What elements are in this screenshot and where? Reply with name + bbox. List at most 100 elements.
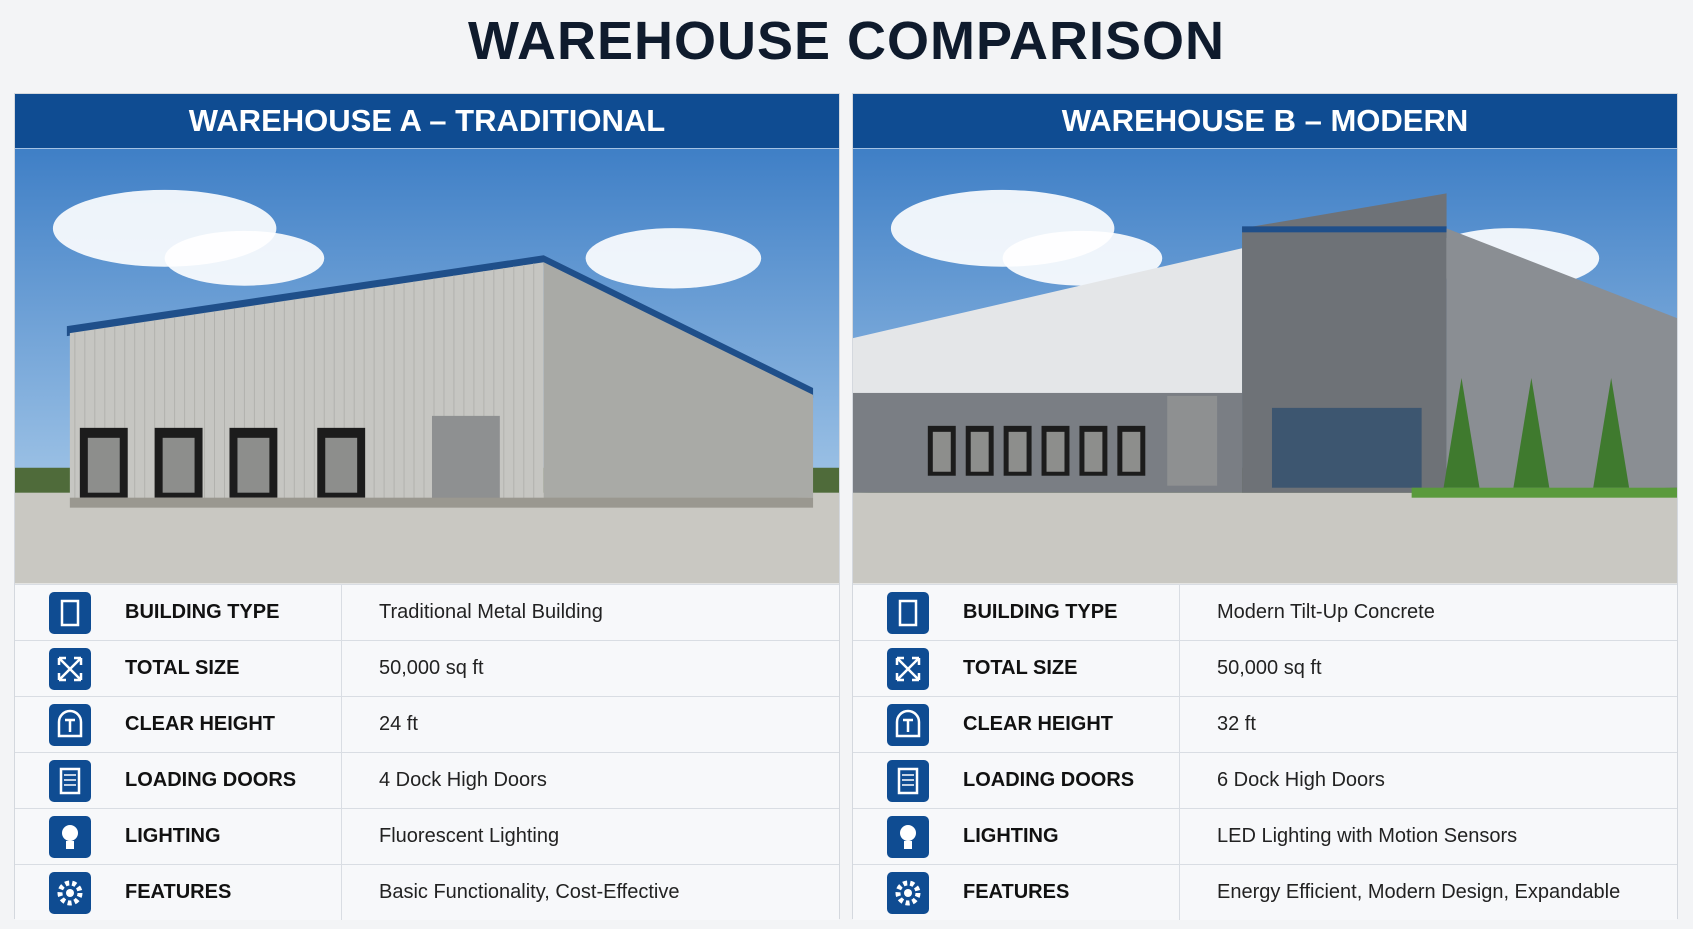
spec-label: BUILDING TYPE — [125, 601, 280, 623]
spec-icon — [49, 704, 91, 746]
icon-bg — [49, 760, 91, 802]
spec-row: BUILDING TYPE Traditional Metal Building — [15, 584, 839, 640]
door-panel — [932, 431, 951, 472]
icon-glyph — [60, 599, 80, 627]
spec-row: LIGHTING Fluorescent Lighting — [15, 808, 839, 864]
ground — [15, 492, 839, 584]
warehouse-photo — [15, 148, 839, 584]
panel-header: WAREHOUSE A – TRADITIONAL — [15, 94, 839, 148]
spec-icon — [887, 760, 929, 802]
column-divider — [1179, 809, 1180, 864]
door-panel — [1046, 431, 1065, 472]
spec-label: FEATURES — [963, 881, 1070, 903]
icon-glyph — [64, 774, 76, 786]
spec-icon — [49, 648, 91, 690]
spec-value: 24 ft — [379, 713, 418, 735]
spec-value: Traditional Metal Building — [379, 601, 603, 623]
spec-label: CLEAR HEIGHT — [125, 713, 275, 735]
column-divider — [1179, 697, 1180, 752]
spec-value: 4 Dock High Doors — [379, 769, 547, 791]
door-panel — [237, 437, 270, 493]
spec-row: FEATURES Energy Efficient, Modern Design,… — [853, 864, 1677, 920]
icon-glyph — [57, 880, 83, 906]
glass — [1271, 407, 1422, 488]
icon-glyph — [66, 889, 74, 897]
spec-label: FEATURES — [125, 881, 232, 903]
tree — [1593, 377, 1630, 488]
spec-value: Modern Tilt-Up Concrete — [1217, 601, 1435, 623]
comparison-panel: WAREHOUSE A – TRADITIONAL BUILDING TYPE Tr… — [14, 93, 840, 920]
spec-label: LOADING DOORS — [963, 769, 1135, 791]
icon-glyph — [66, 841, 74, 849]
spec-label: TOTAL SIZE — [125, 657, 240, 679]
spec-label: LIGHTING — [125, 825, 221, 847]
door-panel — [1084, 431, 1103, 472]
spec-row: FEATURES Basic Functionality, Cost-Effect… — [15, 864, 839, 920]
column-divider — [341, 697, 342, 752]
door-panel — [1122, 431, 1141, 472]
spec-label: CLEAR HEIGHT — [963, 713, 1113, 735]
spec-label: BUILDING TYPE — [963, 601, 1118, 623]
column-divider — [341, 641, 342, 696]
lawn — [1411, 487, 1677, 498]
spec-row: TOTAL SIZE 50,000 sq ft — [15, 640, 839, 696]
spec-icon — [49, 760, 91, 802]
spec-value: LED Lighting with Motion Sensors — [1217, 825, 1518, 847]
icon-glyph — [904, 841, 912, 849]
tower-trim — [1242, 226, 1447, 233]
icon-glyph — [895, 656, 921, 682]
icon-glyph — [902, 774, 914, 786]
column-divider — [1179, 865, 1180, 920]
tree — [1513, 377, 1550, 488]
icon-bg — [49, 592, 91, 634]
wall-side — [543, 262, 814, 503]
ground — [853, 492, 1677, 584]
spec-value: 32 ft — [1217, 713, 1256, 735]
cloud — [164, 230, 325, 286]
base — [69, 497, 814, 508]
column-divider — [341, 585, 342, 640]
spec-icon — [887, 592, 929, 634]
door-panel — [162, 437, 195, 493]
tree — [1443, 377, 1480, 488]
spec-row: BUILDING TYPE Modern Tilt-Up Concrete — [853, 584, 1677, 640]
comparison-panel: WAREHOUSE B – MODERN BUILDING TYPE Modern … — [852, 93, 1678, 920]
spec-icon — [887, 704, 929, 746]
spec-label: TOTAL SIZE — [963, 657, 1078, 679]
spec-label: LIGHTING — [963, 825, 1059, 847]
icon-bg — [887, 760, 929, 802]
column-divider — [341, 753, 342, 808]
icon-glyph — [895, 880, 921, 906]
spec-value: 50,000 sq ft — [379, 657, 484, 679]
spec-row: LOADING DOORS 6 Dock High Doors — [853, 752, 1677, 808]
door-panel — [970, 431, 989, 472]
icon-glyph — [898, 599, 918, 627]
spec-row: TOTAL SIZE 50,000 sq ft — [853, 640, 1677, 696]
spec-label: LOADING DOORS — [125, 769, 297, 791]
cloud — [585, 228, 762, 289]
icon-glyph — [57, 656, 83, 682]
spec-row: CLEAR HEIGHT 24 ft — [15, 696, 839, 752]
page-title: WAREHOUSE COMPARISON — [467, 11, 1226, 71]
icon-glyph — [900, 825, 916, 841]
spec-value: Basic Functionality, Cost-Effective — [379, 881, 680, 903]
spec-row: LOADING DOORS 4 Dock High Doors — [15, 752, 839, 808]
icon-glyph — [57, 709, 83, 738]
spec-value: Fluorescent Lighting — [379, 825, 560, 847]
spec-value: 6 Dock High Doors — [1217, 769, 1385, 791]
spec-icon — [887, 816, 929, 858]
column-divider — [341, 865, 342, 920]
spec-row: LIGHTING LED Lighting with Motion Sensors — [853, 808, 1677, 864]
panel-header: WAREHOUSE B – MODERN — [853, 94, 1677, 148]
spec-icon — [49, 816, 91, 858]
column-divider — [341, 809, 342, 864]
door-panel — [1008, 431, 1027, 472]
icon-glyph — [904, 889, 912, 897]
spec-value: Energy Efficient, Modern Design, Expanda… — [1217, 881, 1621, 903]
spec-value: 50,000 sq ft — [1217, 657, 1322, 679]
spec-row: CLEAR HEIGHT 32 ft — [853, 696, 1677, 752]
icon-glyph — [62, 825, 78, 841]
wall-side — [1446, 228, 1677, 493]
icon-bg — [887, 592, 929, 634]
